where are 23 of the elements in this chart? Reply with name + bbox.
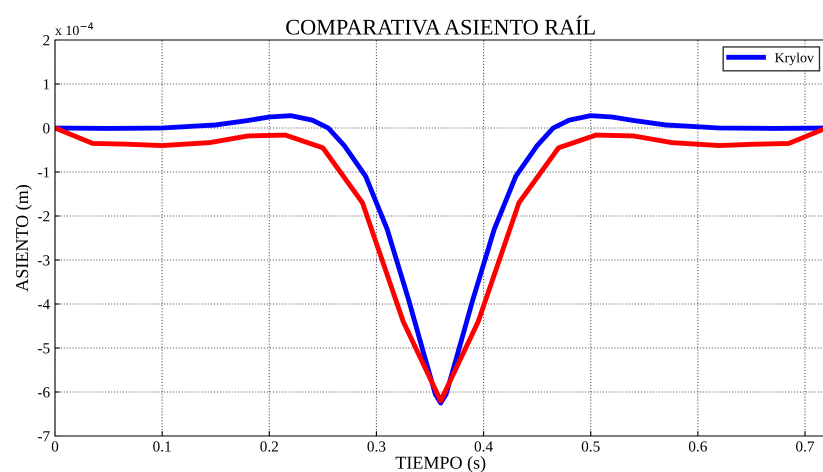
y-tick-label: 1 bbox=[44, 79, 50, 90]
x-tick-label: 0.5 bbox=[582, 441, 600, 452]
x-tick-label: 0.7 bbox=[796, 441, 814, 452]
y-tick-label: -6 bbox=[38, 387, 50, 398]
x-tick-label: 0.2 bbox=[260, 441, 278, 452]
y-axis-title: ASIENTO (m) bbox=[15, 185, 32, 292]
x-tick-label: 0.3 bbox=[367, 441, 386, 452]
x-tick-label: 0.6 bbox=[688, 441, 707, 452]
x-tick-label: 0 bbox=[52, 441, 58, 452]
x-tick-label: 0.1 bbox=[153, 441, 171, 452]
text: x 10$^{−4}$ bbox=[55, 22, 94, 36]
y-tick-label: -2 bbox=[38, 211, 50, 222]
chart-title: COMPARATIVA ASIENTO RAÍL bbox=[286, 15, 595, 35]
legend-label: Krylov bbox=[774, 52, 814, 66]
y-tick-label: -3 bbox=[38, 255, 50, 266]
y-tick-label: -4 bbox=[38, 299, 50, 310]
x-axis-title: TIEMPO (s) bbox=[396, 456, 486, 472]
x-tick-label: 0.4 bbox=[474, 441, 493, 452]
y-tick-label: 2 bbox=[43, 35, 50, 46]
y-tick-label: -5 bbox=[38, 343, 50, 354]
y-tick-label: -7 bbox=[38, 431, 50, 442]
y-tick-label: 0 bbox=[43, 123, 50, 134]
y-tick-label: -1 bbox=[38, 167, 50, 178]
